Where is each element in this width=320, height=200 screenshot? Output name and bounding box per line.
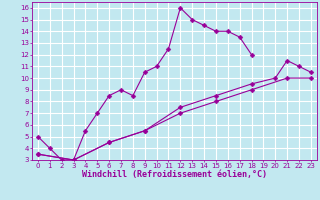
- X-axis label: Windchill (Refroidissement éolien,°C): Windchill (Refroidissement éolien,°C): [82, 170, 267, 179]
